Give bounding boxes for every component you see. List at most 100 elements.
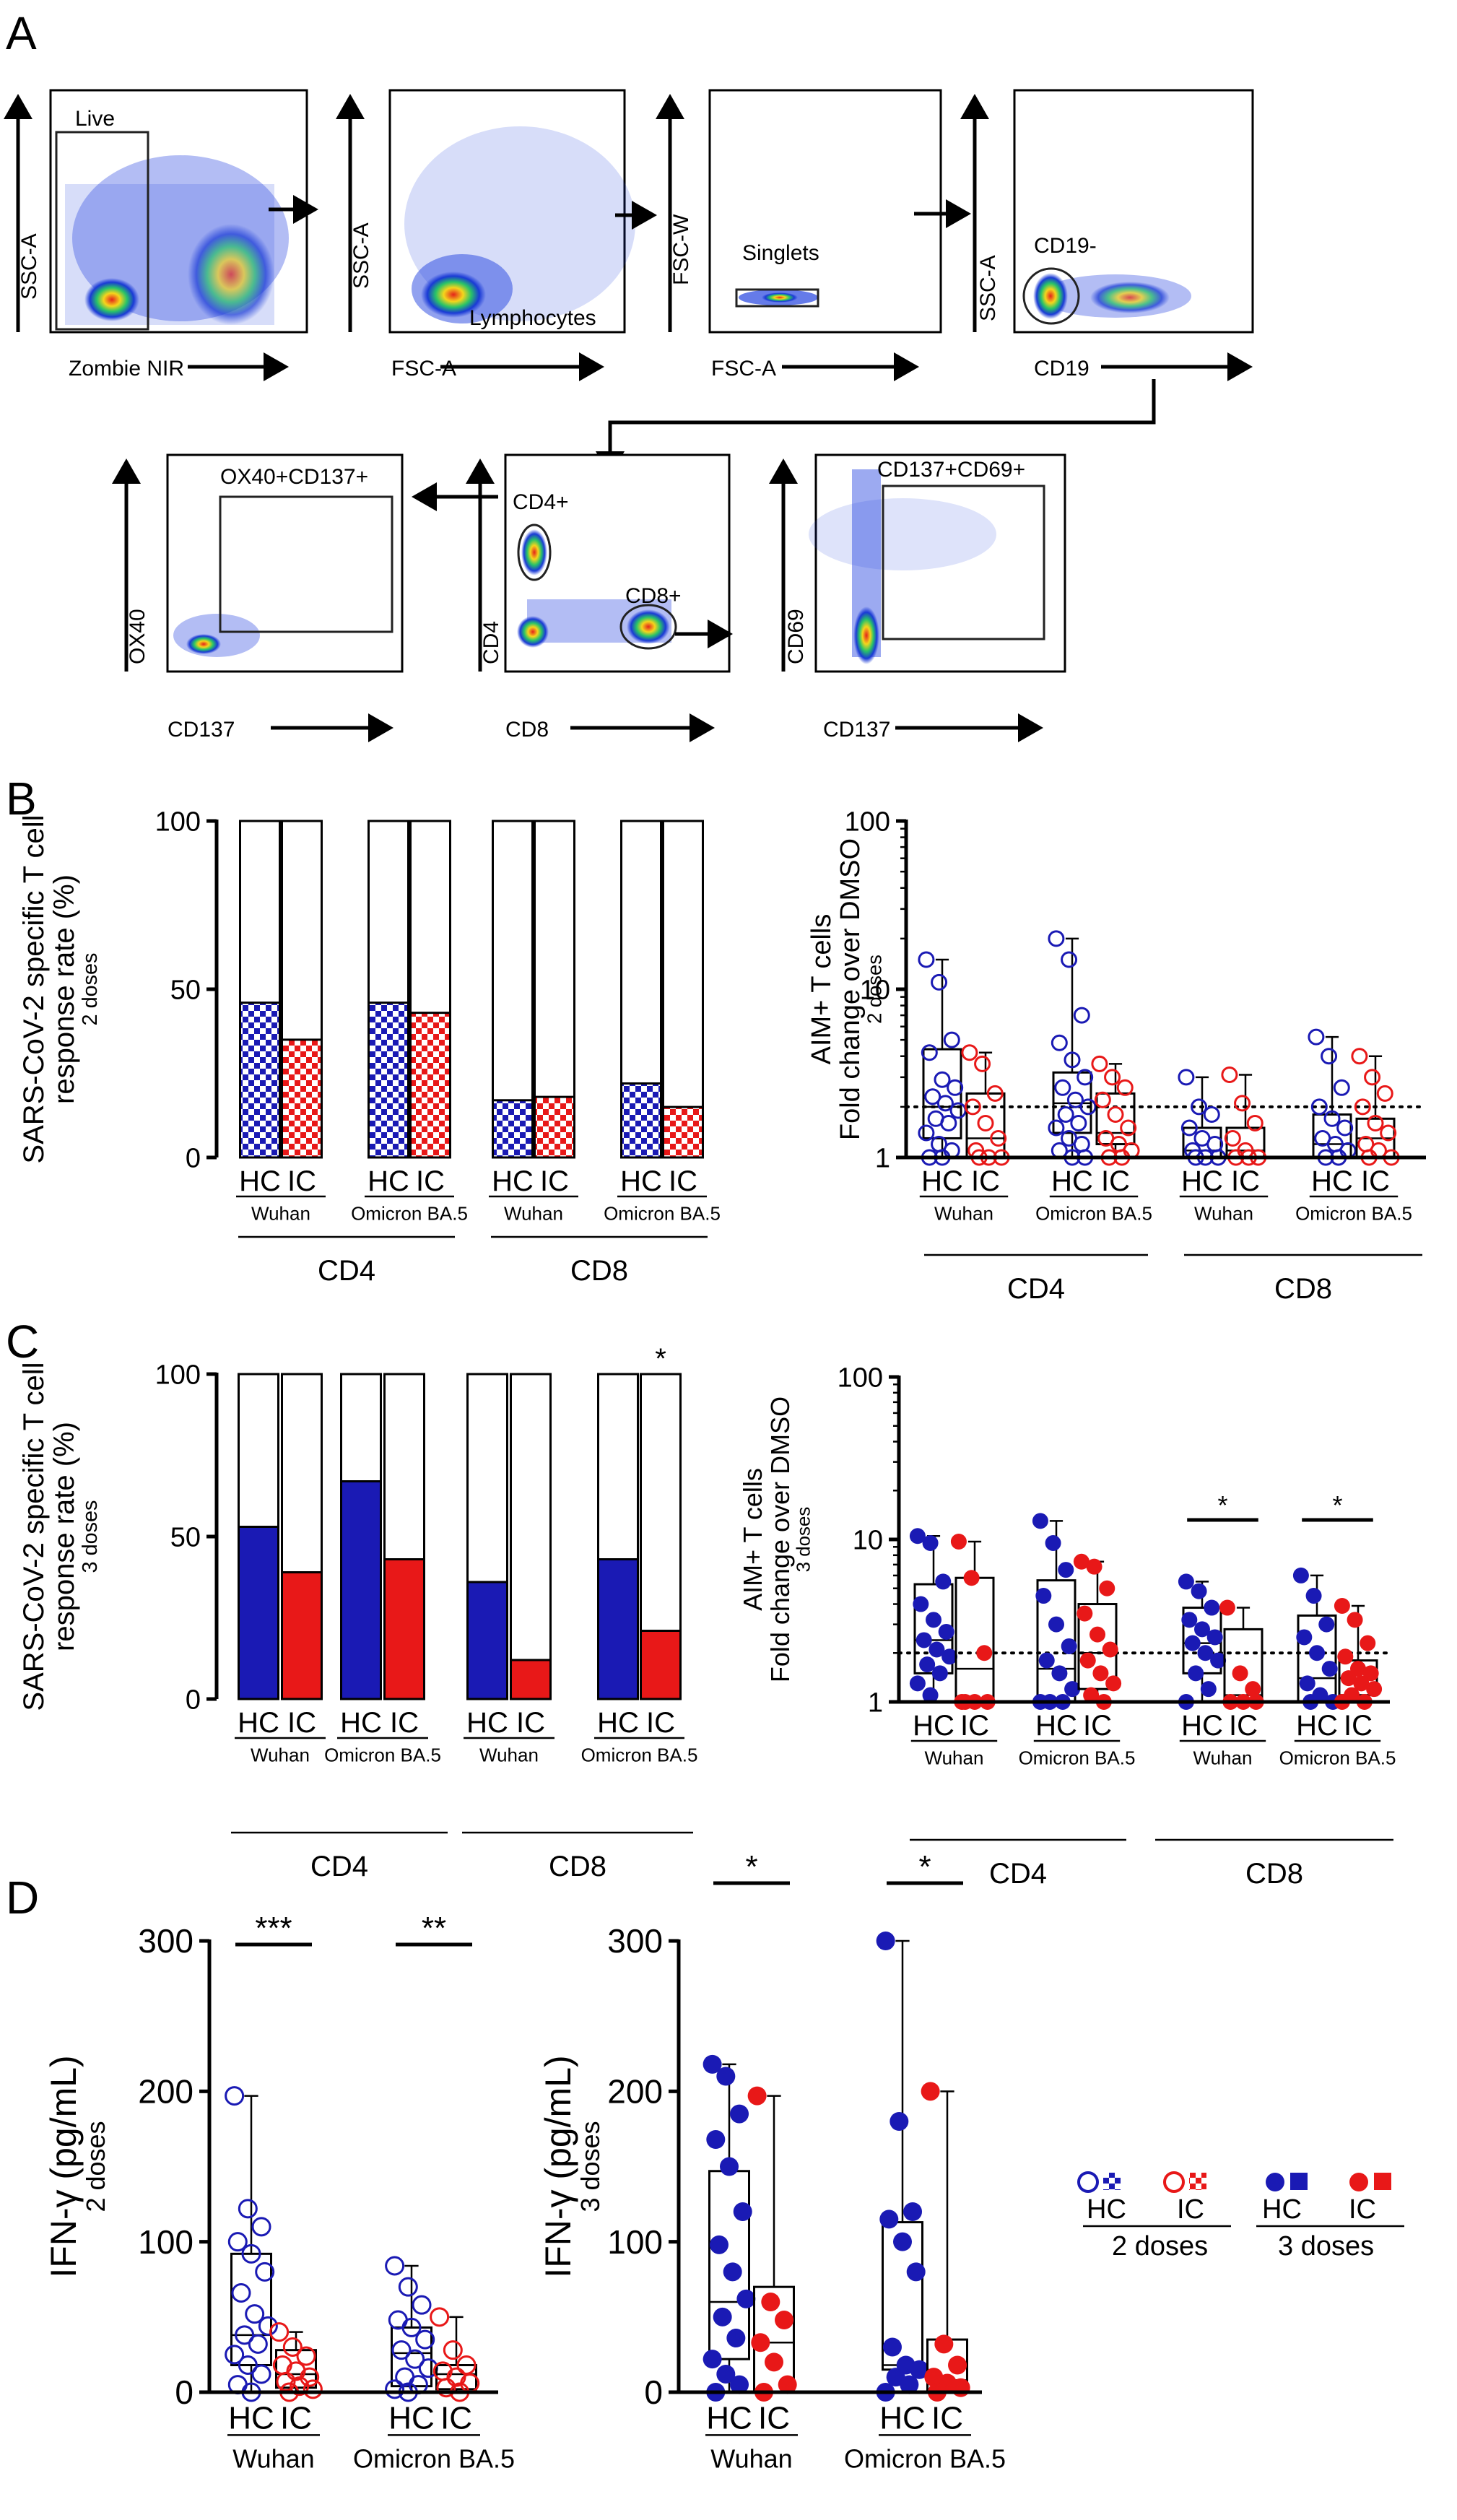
data-point bbox=[231, 2283, 251, 2303]
data-point bbox=[276, 2371, 296, 2391]
data-point bbox=[430, 2307, 450, 2327]
y-tick-label: 200 bbox=[607, 2072, 663, 2110]
data-point bbox=[713, 2307, 732, 2326]
box bbox=[1095, 1092, 1136, 1146]
bar-responders bbox=[534, 1095, 575, 1159]
flow-ylabel-7: CD69 bbox=[784, 609, 808, 664]
data-point bbox=[1351, 1048, 1368, 1065]
data-point bbox=[876, 1932, 895, 1950]
flow-plot-cd69: CD137+CD69+ CD137 CD69 bbox=[769, 453, 1066, 742]
x-label-ic: IC bbox=[1344, 1710, 1373, 1742]
data-point bbox=[974, 1055, 991, 1072]
data-point bbox=[241, 2243, 261, 2264]
data-point bbox=[906, 2262, 926, 2282]
y-tick-label: 100 bbox=[138, 2223, 193, 2261]
x-label-ic: IC bbox=[931, 2401, 963, 2436]
x-label-ic: IC bbox=[971, 1165, 1000, 1197]
data-point bbox=[1116, 1079, 1134, 1096]
y-tick-label: 100 bbox=[155, 1360, 201, 1390]
data-point bbox=[931, 973, 948, 991]
x-strain-label: Omicron BA.5 bbox=[844, 2443, 1006, 2473]
x-label-hc: HC bbox=[228, 2401, 274, 2436]
data-point bbox=[963, 1570, 980, 1586]
x-label-ic: IC bbox=[1229, 1710, 1258, 1742]
x-label-ic: IC bbox=[1231, 1165, 1260, 1197]
data-point bbox=[931, 1665, 948, 1682]
panel-letter-a: A bbox=[6, 7, 37, 59]
data-point bbox=[1310, 1098, 1328, 1116]
data-point bbox=[1191, 1098, 1208, 1116]
bar-responders bbox=[409, 1012, 451, 1159]
y-axis-label: Fold change over DMSO bbox=[765, 1396, 795, 1682]
subset-label: CD4 bbox=[318, 1255, 375, 1287]
data-point bbox=[436, 2378, 456, 2398]
data-point bbox=[909, 1528, 926, 1544]
bar-responders bbox=[367, 1002, 409, 1159]
x-label-ic: IC bbox=[1101, 1165, 1130, 1197]
y-tick-label: 100 bbox=[838, 1363, 883, 1393]
legend-hc-3dose-square bbox=[1290, 2173, 1308, 2190]
data-point bbox=[1073, 1007, 1090, 1024]
x-label-ic: IC bbox=[758, 2401, 790, 2436]
x-label-hc: HC bbox=[1296, 1710, 1338, 1742]
data-point bbox=[1188, 1665, 1204, 1682]
data-point bbox=[1051, 1665, 1068, 1682]
gate-label-cd137cd69: CD137+CD69+ bbox=[877, 458, 1025, 482]
data-point bbox=[733, 2202, 752, 2221]
data-point bbox=[258, 2316, 278, 2336]
gate-label-cd4pos: CD4+ bbox=[513, 490, 569, 514]
data-point bbox=[1079, 1652, 1096, 1669]
data-point bbox=[1245, 1681, 1261, 1698]
data-point bbox=[1191, 1583, 1207, 1599]
data-point bbox=[1035, 1588, 1052, 1604]
bar-responders bbox=[239, 1002, 281, 1159]
data-point bbox=[935, 1573, 952, 1590]
legend-hc-2dose-circle bbox=[1077, 2171, 1099, 2193]
gate-label-singlets: Singlets bbox=[742, 241, 819, 265]
data-point bbox=[290, 2376, 310, 2397]
x-label-ic: IC bbox=[287, 1707, 316, 1739]
data-point bbox=[1061, 951, 1078, 968]
bar-responders bbox=[662, 1105, 704, 1159]
data-point bbox=[385, 2256, 405, 2276]
data-point bbox=[248, 2334, 268, 2354]
data-point bbox=[922, 1535, 939, 1552]
legend-ic-3dose-circle bbox=[1349, 2173, 1368, 2191]
y-tick-label: 1 bbox=[875, 1143, 890, 1173]
data-point bbox=[915, 1632, 932, 1648]
y-axis-label: AIM+ T cells bbox=[738, 1468, 767, 1611]
data-point bbox=[1064, 1051, 1081, 1069]
data-point bbox=[720, 2157, 739, 2176]
data-point bbox=[1321, 1661, 1338, 1677]
data-point bbox=[1045, 1535, 1061, 1552]
x-label-ic: IC bbox=[390, 1707, 419, 1739]
panel-letter-d: D bbox=[6, 1872, 39, 1924]
bar-responders bbox=[281, 1038, 323, 1159]
x-label-hc: HC bbox=[706, 2401, 752, 2436]
gate-cd8pos bbox=[619, 604, 677, 650]
data-point bbox=[919, 1656, 936, 1673]
data-point bbox=[961, 1044, 978, 1061]
data-point bbox=[1073, 1136, 1090, 1153]
legend-ic-3dose-square bbox=[1374, 2173, 1391, 2190]
bar-responders bbox=[383, 1558, 425, 1700]
y-tick-label: 10 bbox=[860, 975, 890, 1005]
data-point bbox=[1180, 1119, 1198, 1137]
data-point bbox=[1200, 1681, 1217, 1698]
data-point bbox=[726, 2329, 746, 2347]
data-point bbox=[238, 2199, 258, 2219]
data-point bbox=[1318, 1616, 1335, 1633]
data-point bbox=[1360, 1635, 1376, 1651]
x-label-hc: HC bbox=[921, 1165, 963, 1197]
legend-2doses: 2 doses bbox=[1112, 2231, 1208, 2262]
gate-label-ox40cd137: OX40+CD137+ bbox=[220, 465, 368, 489]
y-axis-sublabel: 2 doses bbox=[79, 953, 102, 1026]
data-point bbox=[238, 2355, 258, 2375]
x-label-hc: HC bbox=[1311, 1165, 1353, 1197]
x-label-hc: HC bbox=[466, 1707, 508, 1739]
x-label-hc: HC bbox=[620, 1165, 662, 1197]
data-point bbox=[1347, 1612, 1363, 1628]
data-point bbox=[951, 2378, 970, 2397]
panel-letter-b: B bbox=[6, 773, 37, 825]
